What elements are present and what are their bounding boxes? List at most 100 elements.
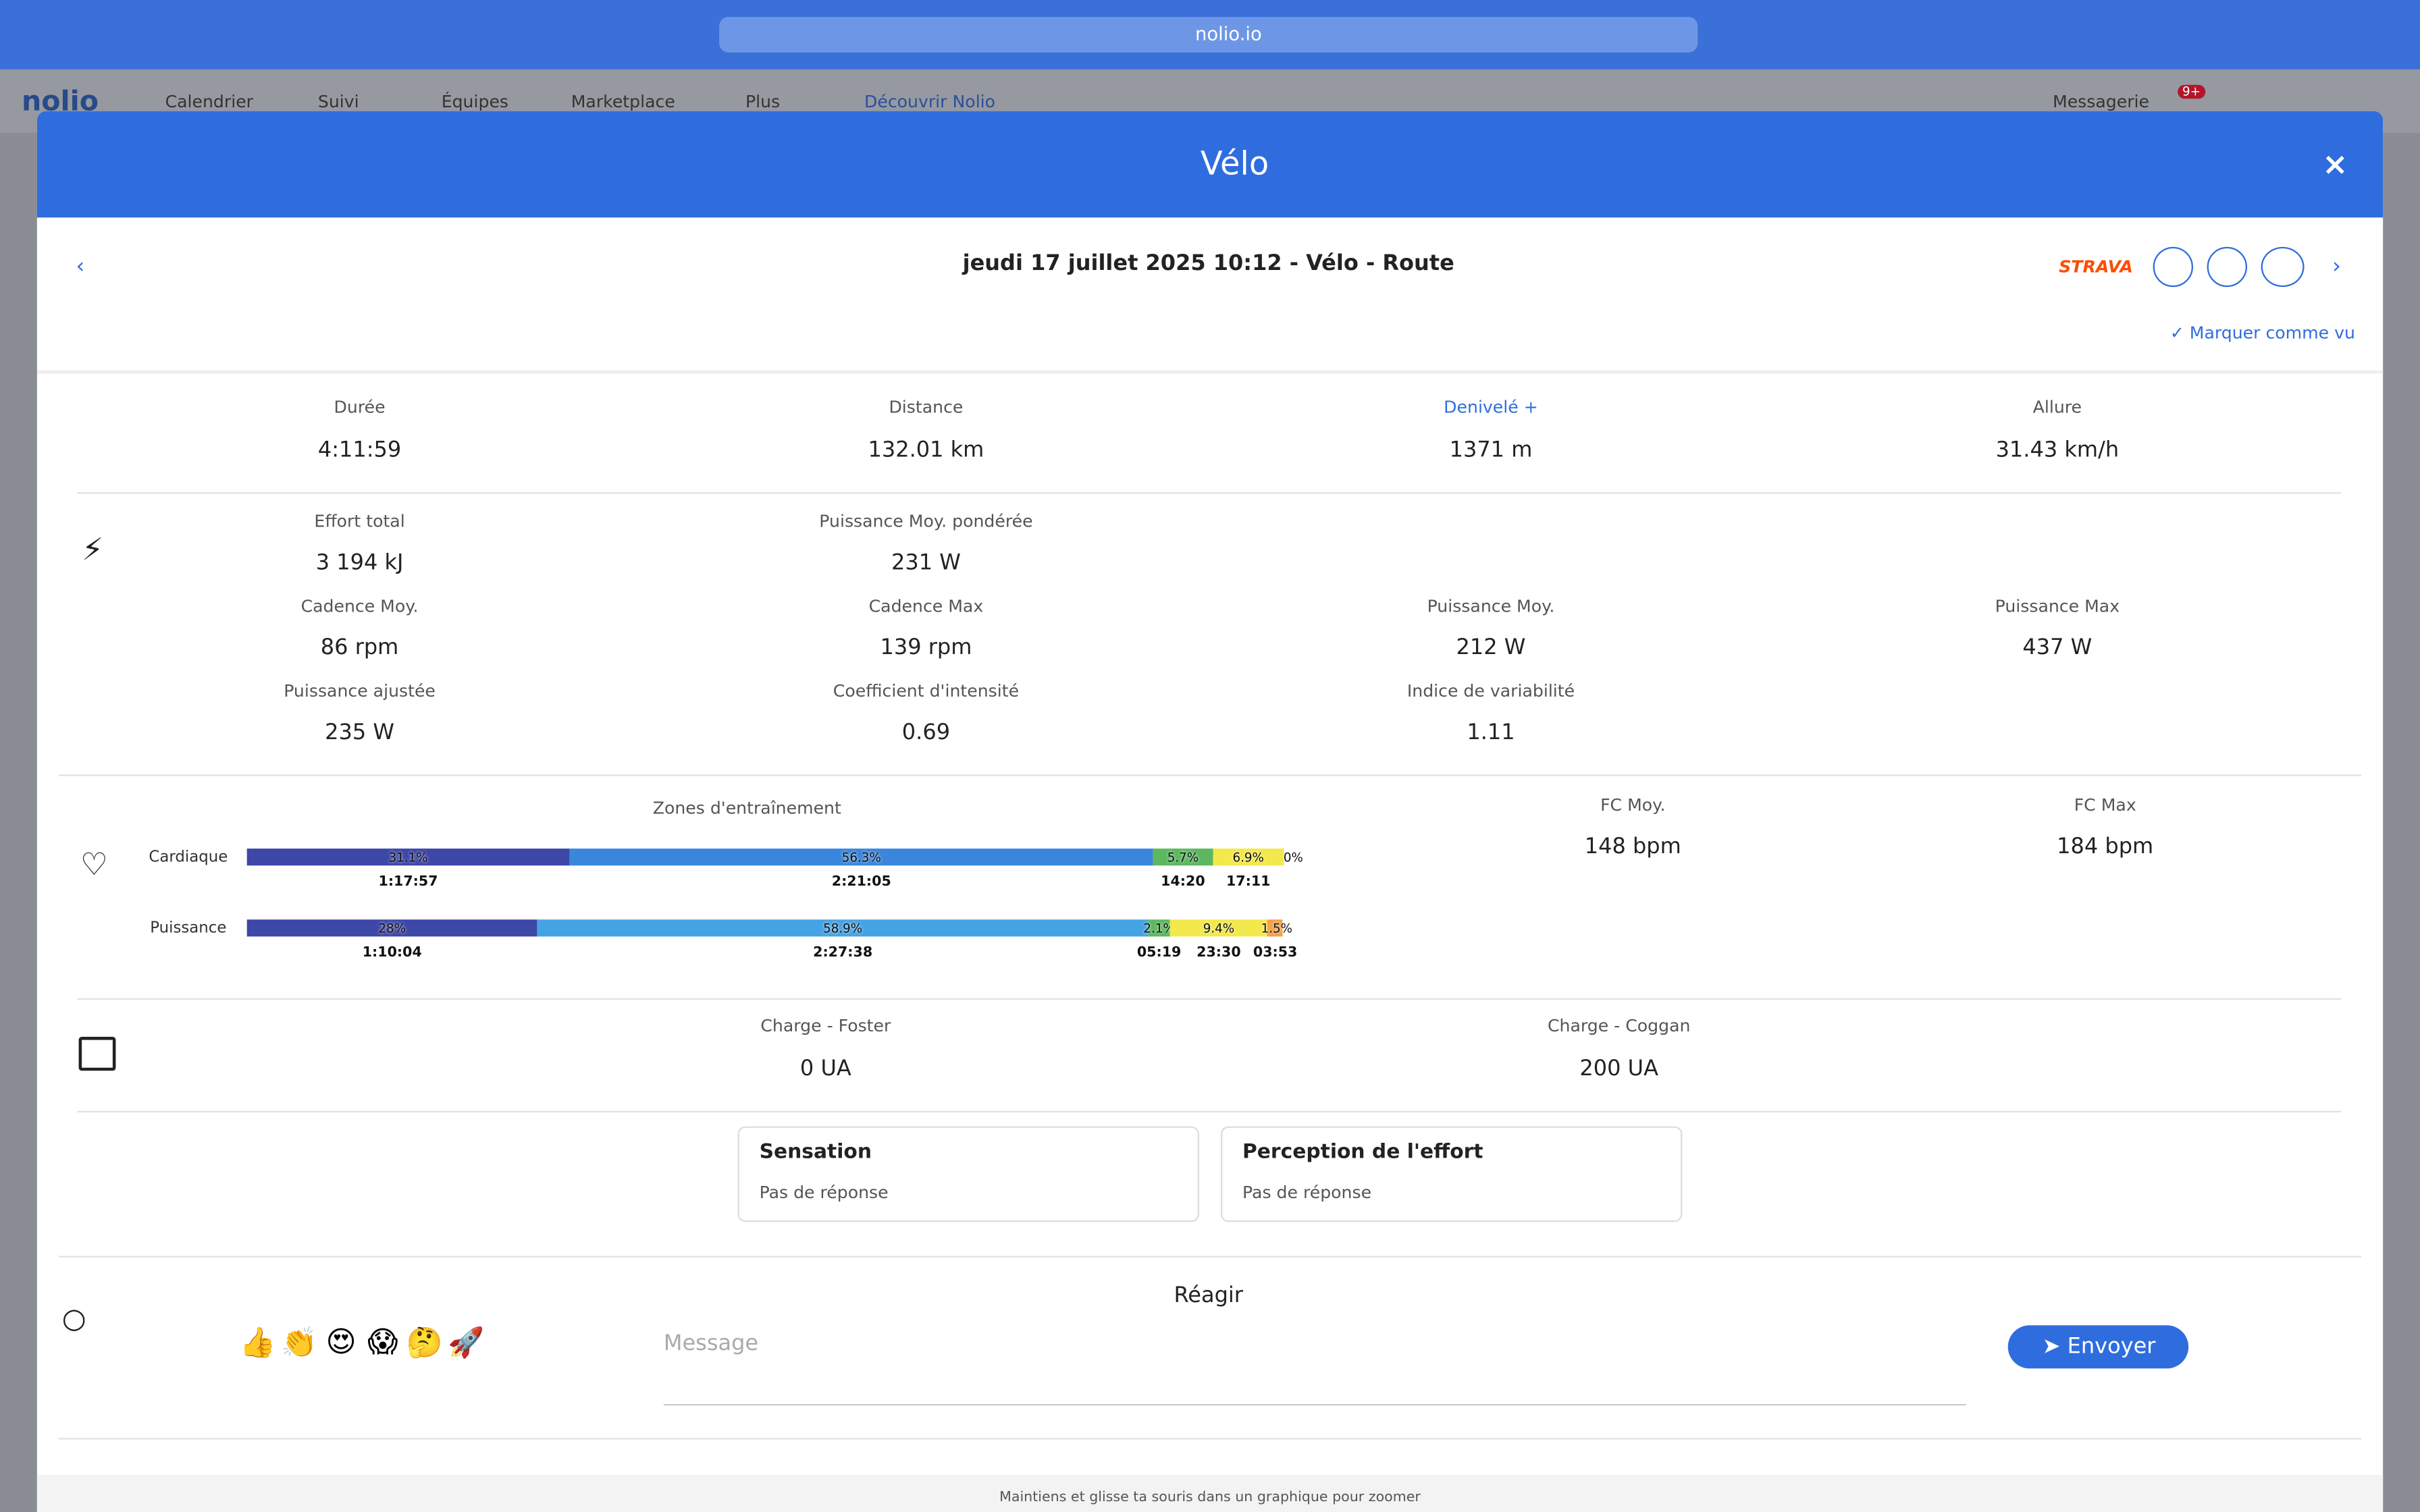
emoji[interactable]: 👍 [239,1326,276,1360]
emoji[interactable]: 👏 [281,1326,318,1360]
close-button[interactable]: × [2322,144,2348,182]
zone-time: 05:19 [1136,946,1182,961]
separator [77,1110,2342,1112]
stat-label: FC Moy. [1600,795,1666,815]
zone-segment [1153,848,1213,866]
separator [77,998,2342,1000]
messages[interactable]: Messagerie [2052,91,2149,112]
stat-value: 235 W [325,720,395,745]
power-icon: ⚡ [82,531,104,568]
zone-percent: 2.1% [1143,921,1175,936]
mark-seen[interactable]: ✓ Marquer comme vu [2169,323,2355,344]
stat-value: 4:11:59 [317,438,402,463]
stat-value: 437 W [2022,635,2093,661]
feedback-card [737,1126,1199,1222]
nav-item[interactable]: Calendrier [165,91,254,112]
send-button[interactable] [2007,1325,2189,1369]
badge: 9+ [2178,84,2205,99]
stat-value: 132.01 km [868,438,984,463]
stat-label: Coefficient d'intensité [833,681,1020,701]
stat-value: 184 bpm [2057,834,2154,860]
feedback-card [1220,1126,1683,1222]
stat-label[interactable]: Denivelé + [1444,397,1538,418]
zone-percent: 5.7% [1167,850,1199,865]
nav-item[interactable]: Plus [745,91,781,112]
emoji[interactable]: 😍 [325,1325,357,1359]
zone-percent: 6.9% [1232,850,1264,865]
stat-label: Charge - Coggan [1547,1016,1691,1036]
separator [58,1438,2362,1440]
nav-item[interactable]: Suivi [317,91,359,112]
send-label[interactable]: Envoyer [2067,1334,2156,1359]
zone-time: 23:30 [1196,946,1241,961]
prev[interactable]: ‹ [76,254,85,279]
load-icon [78,1036,116,1071]
zone-segment [1169,919,1268,937]
feedback-text: Pas de réponse [759,1182,889,1203]
stat-value: 3 194 kJ [315,550,404,576]
emoji[interactable]: 🚀 [448,1326,485,1360]
stat-label: Cadence Max [868,596,984,617]
zone-segment [537,919,1149,937]
zone-time: 14:20 [1161,874,1205,890]
nav-item[interactable]: Équipes [441,91,509,112]
zone-percent: 9.4% [1203,921,1235,936]
nav-item[interactable]: Marketplace [571,91,675,112]
emoji[interactable]: 😱 [367,1325,398,1359]
stat-value: 0.69 [901,720,951,745]
address-bar[interactable] [719,17,1698,53]
stat-label: Allure [2032,397,2082,418]
separator [36,370,2384,374]
send-text[interactable]: ➤ Envoyer [2042,1334,2156,1359]
feedback-title: Perception de l'effort [1242,1141,1483,1164]
delete-button[interactable] [2207,246,2247,288]
more-button[interactable] [2261,246,2305,288]
heart-icon: ♡ [80,845,108,883]
zone-percent: 56.3% [841,850,881,865]
modal-header [36,111,2384,218]
react-title: Réagir [1174,1283,1243,1309]
zone-time: 17:11 [1226,874,1271,890]
stat-label: Charge - Foster [760,1016,891,1036]
zone-percent: 28% [378,921,406,936]
activity-heading: jeudi 17 juillet 2025 10:12 - Vélo - Rou… [962,251,1454,277]
separator [58,774,2362,776]
comment-icon: ○ [61,1303,86,1336]
edit-button[interactable] [2153,246,2193,288]
zone-segment [1212,848,1284,866]
zone-segment [1148,919,1170,937]
emoji[interactable]: 🤔 [406,1326,443,1360]
stat-label: Puissance Max [1995,596,2120,617]
stat-value: 1.11 [1467,720,1515,745]
footer [36,1475,2384,1512]
mark-seen-text[interactable]: Marquer comme vu [2189,323,2355,344]
nav-item[interactable]: Découvrir Nolio [864,91,996,112]
zones-title-text: Zones d'entraînement [652,798,841,819]
message-input[interactable]: Message [663,1331,759,1357]
zone-percent: 31.1% [388,850,428,865]
strava[interactable]: STRAVA [2059,256,2133,277]
stat-value: 0 UA [799,1056,851,1082]
separator [77,492,2342,494]
zone-time: 1:17:57 [378,874,438,890]
url[interactable]: nolio.io [1194,23,1262,45]
stat-label: FC Max [2074,795,2136,815]
zone-percent: 58.9% [823,921,863,936]
stat-label: Puissance Moy. pondérée [819,511,1033,532]
zone-row-label: Cardiaque [149,849,228,867]
feedback-text: Pas de réponse [1242,1182,1372,1203]
zone-segment [246,919,537,937]
stat-value: 200 UA [1579,1056,1658,1082]
input-underline [663,1403,1966,1406]
next[interactable]: › [2332,254,2341,279]
stat-value: 86 rpm [320,635,399,661]
separator [58,1256,2362,1258]
zone-time: 1:10:04 [362,946,422,961]
modal [36,111,2384,1512]
zone-percent: 1.5% [1261,921,1293,936]
zone-segment [1267,919,1284,937]
stat-label: Effort total [314,511,405,532]
stat-value: 231 W [891,550,961,576]
stat-value: 139 rpm [880,635,972,661]
